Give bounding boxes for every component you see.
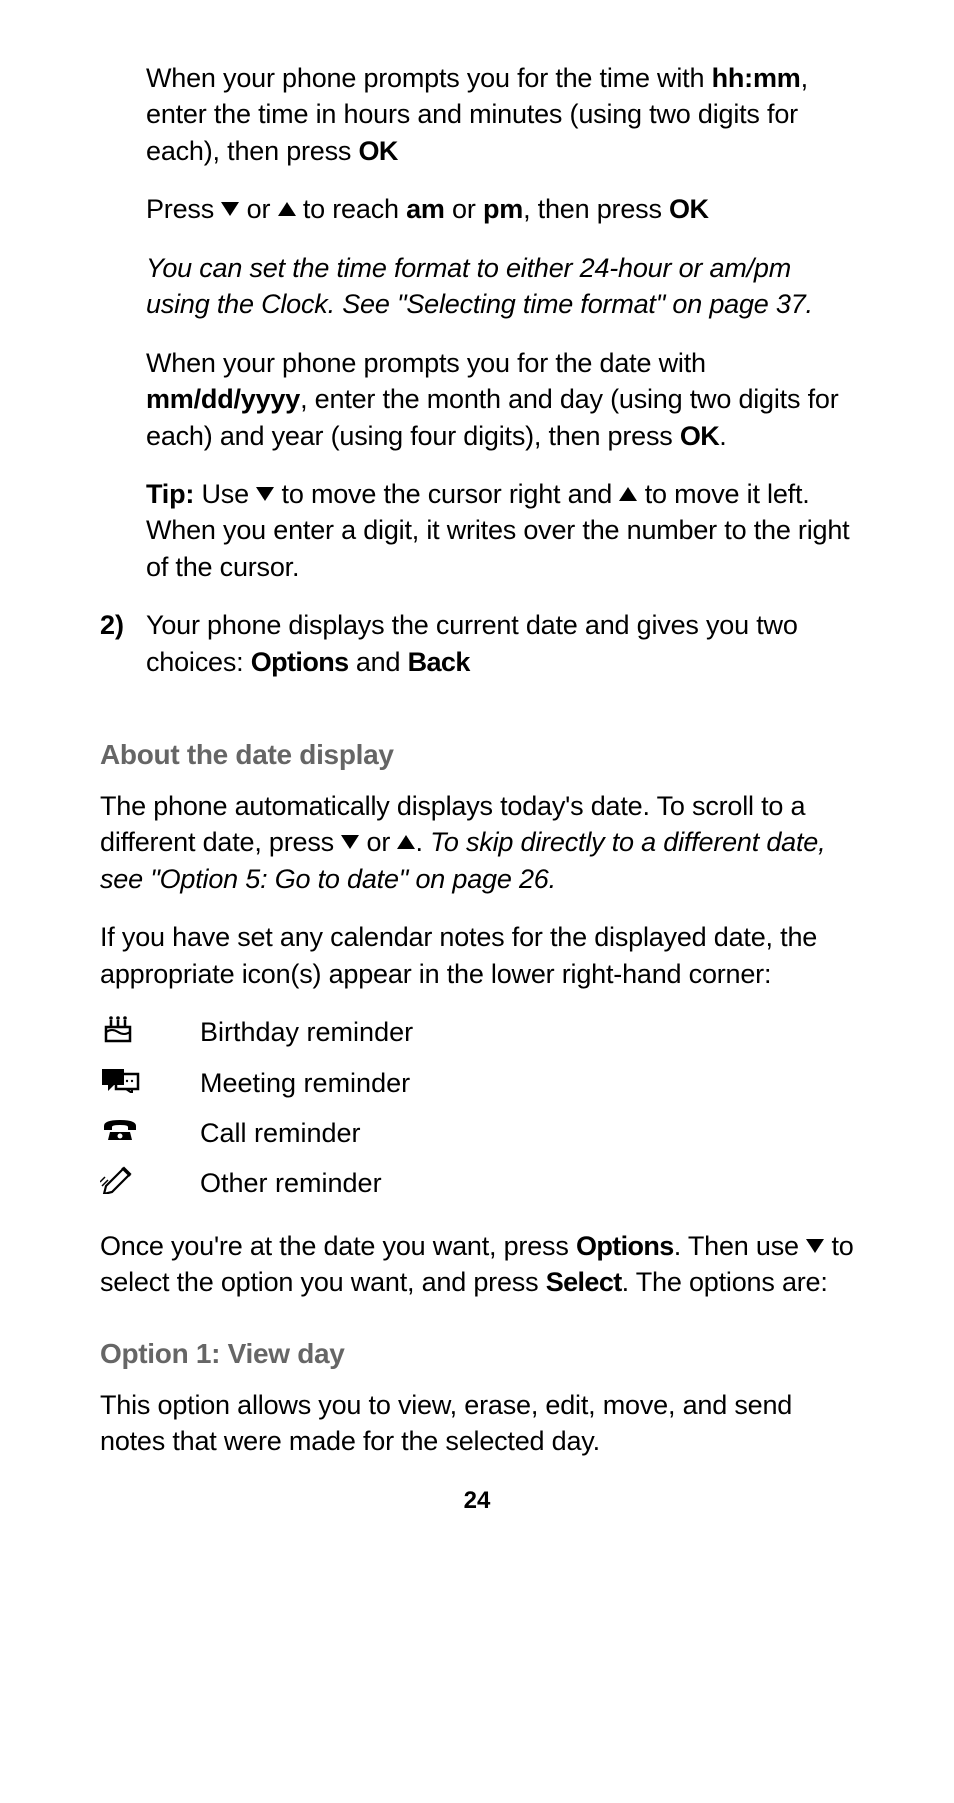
view-day-paragraph: This option allows you to view, erase, e… bbox=[100, 1387, 854, 1460]
options-label: Options bbox=[251, 647, 349, 677]
birthday-label: Birthday reminder bbox=[200, 1014, 413, 1050]
step-number: 2) bbox=[100, 607, 146, 702]
call-icon bbox=[100, 1116, 140, 1144]
text: When your phone prompts you for the date… bbox=[146, 348, 706, 378]
down-arrow-icon bbox=[221, 202, 239, 216]
text: Press bbox=[146, 194, 221, 224]
options-paragraph: Once you're at the date you want, press … bbox=[100, 1228, 854, 1301]
ok-label: OK bbox=[669, 194, 708, 224]
other-icon bbox=[100, 1166, 140, 1194]
down-arrow-icon bbox=[256, 487, 274, 501]
text: Once you're at the date you want, press bbox=[100, 1231, 576, 1261]
text: or bbox=[445, 194, 483, 224]
text: or bbox=[359, 827, 397, 857]
text: Use bbox=[194, 479, 256, 509]
text: . The options are: bbox=[622, 1267, 828, 1297]
hhmm-label: hh:mm bbox=[712, 63, 801, 93]
text: . bbox=[719, 421, 726, 451]
up-arrow-icon bbox=[397, 835, 415, 849]
meeting-label: Meeting reminder bbox=[200, 1065, 410, 1101]
select-label: Select bbox=[546, 1267, 622, 1297]
page-number: 24 bbox=[100, 1485, 854, 1517]
table-row: Meeting reminder bbox=[100, 1065, 854, 1101]
text: . bbox=[415, 827, 430, 857]
birthday-icon bbox=[100, 1015, 140, 1043]
text: , then press bbox=[523, 194, 669, 224]
date-display-paragraph: The phone automatically displays today's… bbox=[100, 788, 854, 897]
text: or bbox=[239, 194, 277, 224]
mmddyyyy-label: mm/dd/yyyy bbox=[146, 384, 300, 414]
step-2-row: 2) Your phone displays the current date … bbox=[100, 607, 854, 702]
step-2-text: Your phone displays the current date and… bbox=[146, 607, 854, 680]
time-format-note: You can set the time format to either 24… bbox=[146, 250, 854, 323]
reminder-icon-table: Birthday reminder Meeting reminder Call … bbox=[100, 1014, 854, 1202]
text: . Then use bbox=[674, 1231, 806, 1261]
option-1-heading: Option 1: View day bbox=[100, 1335, 854, 1373]
table-row: Birthday reminder bbox=[100, 1014, 854, 1050]
call-label: Call reminder bbox=[200, 1115, 361, 1151]
text: When your phone prompts you for the time… bbox=[146, 63, 712, 93]
up-arrow-icon bbox=[619, 487, 637, 501]
other-label: Other reminder bbox=[200, 1165, 382, 1201]
meeting-icon bbox=[100, 1065, 140, 1093]
ok-label: OK bbox=[359, 136, 398, 166]
tip-paragraph: Tip: Use to move the cursor right and to… bbox=[146, 476, 854, 585]
ok-label: OK bbox=[680, 421, 719, 451]
table-row: Call reminder bbox=[100, 1115, 854, 1151]
text: to reach bbox=[296, 194, 407, 224]
text: to move the cursor right and bbox=[274, 479, 619, 509]
down-arrow-icon bbox=[806, 1239, 824, 1253]
options-label: Options bbox=[576, 1231, 674, 1261]
text: and bbox=[349, 647, 408, 677]
am-label: am bbox=[406, 194, 445, 224]
calendar-notes-paragraph: If you have set any calendar notes for t… bbox=[100, 919, 854, 992]
pm-label: pm bbox=[483, 194, 523, 224]
tip-label: Tip: bbox=[146, 479, 194, 509]
table-row: Other reminder bbox=[100, 1165, 854, 1201]
time-prompt-paragraph: When your phone prompts you for the time… bbox=[146, 60, 854, 169]
back-label: Back bbox=[408, 647, 470, 677]
up-arrow-icon bbox=[278, 202, 296, 216]
am-pm-paragraph: Press or to reach am or pm, then press O… bbox=[146, 191, 854, 227]
date-prompt-paragraph: When your phone prompts you for the date… bbox=[146, 345, 854, 454]
about-date-display-heading: About the date display bbox=[100, 736, 854, 774]
down-arrow-icon bbox=[341, 835, 359, 849]
text: Your phone displays the current date and… bbox=[146, 610, 798, 676]
